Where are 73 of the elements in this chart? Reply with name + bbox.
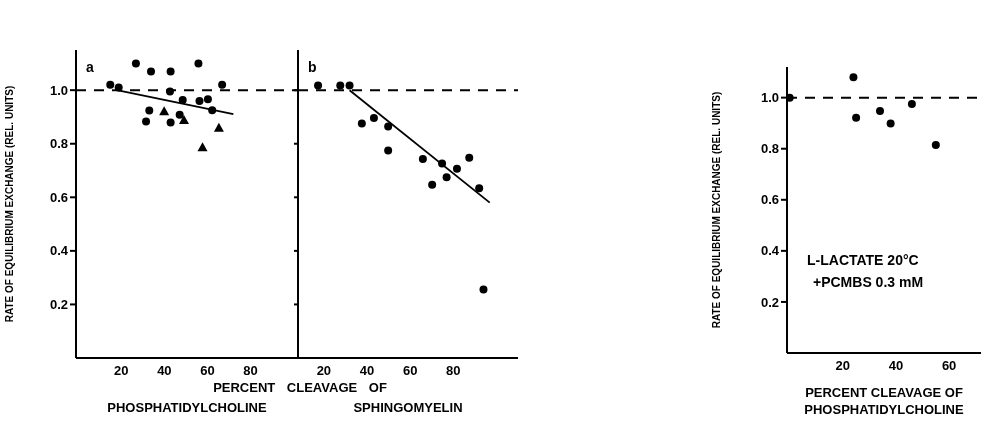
y-tick-label: 0.4 [760,243,780,259]
point [165,87,174,96]
annotation: +PCMBS 0.3 mM [813,274,924,290]
text: b [308,59,317,75]
x-tick-label: 60 [200,363,215,379]
point [213,122,224,132]
y-tick-label: 0.2 [49,297,68,313]
y-tick-label: 0.2 [760,294,779,310]
y-tick-label: 0.8 [760,141,779,157]
point [178,114,189,124]
point [442,173,451,182]
y-tick-label: 1.0 [760,90,779,106]
x-tick-label: 40 [359,363,375,379]
point [142,117,151,126]
point [203,95,212,104]
point [166,67,175,76]
point [849,73,858,82]
point [369,114,378,123]
point [418,155,427,164]
y-tick-label: 1.0 [49,82,68,98]
point [907,100,916,109]
point [384,146,393,155]
y-tick-label: 0.6 [760,192,779,208]
point [197,142,208,152]
x-tick-label: 80 [243,363,258,379]
point [787,93,794,102]
x-tick-label: 80 [446,363,461,379]
x-axis-title: PHOSPHATIDYLCHOLINE [107,400,268,415]
y-axis-title: RATE OF EQUILIBRIUM EXCHANGE (REL. UNITS) [3,85,15,323]
point [218,80,227,89]
text: PERCENT CLEAVAGE OF [212,380,388,395]
x-tick-label: 40 [888,358,904,374]
x-tick-label: 20 [316,363,332,379]
point [931,140,940,149]
x-tick-label: 40 [157,363,172,379]
point [131,59,140,68]
x-axis-title: SPHINGOMYELIN [353,400,463,415]
x-axis-title: PERCENT CLEAVAGE OF PHOSPHATIDYLCHOLINE [804,385,965,417]
point [159,106,170,116]
point [336,81,345,90]
point [208,106,217,115]
point [384,122,393,131]
point [314,81,323,90]
point [357,119,366,128]
point [438,159,447,168]
x-tick-label: 60 [402,363,418,379]
point [175,110,184,119]
point [876,106,885,115]
point [852,113,861,122]
point [345,81,354,90]
point [106,80,115,89]
point [178,96,187,105]
y-tick-label: 0.8 [49,136,68,152]
point [452,164,461,173]
point [114,83,123,92]
point [166,118,175,127]
point [428,180,437,189]
point [465,153,474,162]
annotation: L-LACTATE 20°C [807,252,919,268]
y-tick-label: 0.6 [49,189,68,205]
x-tick-label: 20 [835,358,851,374]
point [475,184,484,193]
y-tick-label: 0.4 [49,243,69,259]
x-tick-label: 20 [114,363,129,379]
point [145,106,154,115]
point [479,285,488,294]
point [147,67,156,76]
x-tick-label: 60 [941,358,957,374]
point [886,119,895,128]
point [195,96,204,105]
text: a [86,59,94,75]
point [194,59,203,68]
y-axis-title: RATE OF EQUILIBRIUM EXCHANGE (REL. UNITS) [710,91,722,329]
